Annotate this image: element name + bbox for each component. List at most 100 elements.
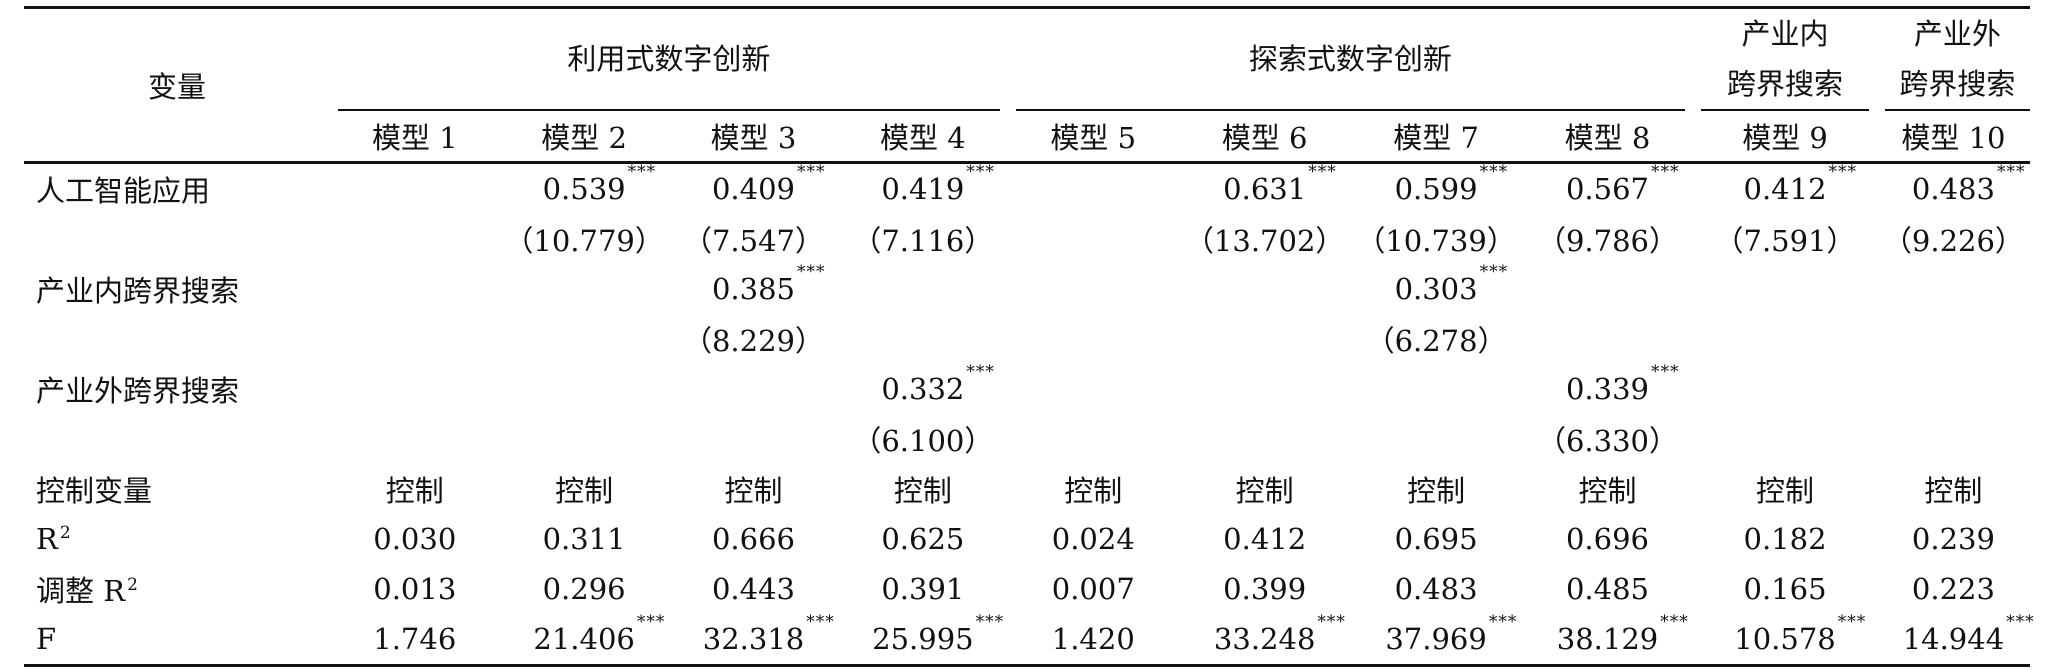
model-header-10: 模型 10 (1876, 111, 2030, 164)
cell-value-text: 控制 (1756, 474, 1815, 508)
cell-model-6: 控制 (1179, 464, 1350, 514)
cell-model-7: 0.599 *** (1350, 162, 1521, 215)
cell-value: 37.969 *** (1385, 612, 1516, 656)
cell-model-9: （7.591） (1693, 214, 1877, 264)
row-label-text: 产业内跨界搜索 (36, 274, 240, 308)
significance-stars: *** (797, 262, 826, 282)
group-header-external-line1: 产业外 (1913, 17, 2001, 51)
cell-value: 控制 (1924, 468, 1982, 510)
cell-model-5: 0.007 (1008, 564, 1179, 614)
cell-value: 0.339 *** (1566, 362, 1679, 406)
cell-value-text: 控制 (385, 474, 444, 508)
cell-value: （8.229） (683, 318, 824, 360)
cell-model-3: 0.385 *** (669, 262, 838, 314)
row-label-text: F (36, 622, 57, 656)
table-row: F 1.746 21.406 *** 32.318 *** 25.995 *** 1.420 33… (24, 612, 2034, 666)
cell-model-3: 控制 (669, 464, 838, 514)
row-label (24, 214, 330, 264)
cell-model-1: 1.746 (330, 614, 499, 666)
cell-value: 0.483 *** (1912, 162, 2025, 206)
significance-stars: *** (975, 612, 1005, 632)
cell-model-8 (1522, 314, 1693, 364)
cell-model-1 (330, 163, 499, 215)
cell-value-text: 0.024 (1051, 522, 1135, 556)
significance-stars: *** (1996, 162, 2026, 182)
cell-model-8 (1522, 264, 1693, 314)
cell-value-text: 32.318 (702, 622, 805, 656)
cell-value: （6.100） (852, 418, 993, 460)
model-header-8: 模型 8 (1521, 111, 1694, 164)
cell-value-text: 控制 (1578, 474, 1637, 508)
cell-model-10: 14.944 *** (1877, 612, 2034, 666)
cell-value-text: 25.995 (872, 622, 974, 656)
cell-model-5 (1008, 314, 1179, 364)
cell-model-1: 控制 (330, 464, 499, 514)
group-header-exploratory: 探索式数字创新 (1007, 6, 1694, 111)
cell-value: 0.666 (712, 522, 795, 556)
table-body: 人工智能应用 0.539 *** 0.409 *** 0.419 *** 0.631 *** 0.… (24, 162, 2034, 666)
cell-model-10: 控制 (1877, 464, 2030, 514)
significance-stars: *** (1837, 612, 1867, 632)
cell-value: 0.443 (712, 572, 795, 606)
cell-value: 控制 (1236, 468, 1294, 510)
cell-value-text: （6.100） (852, 424, 994, 458)
cell-model-1 (330, 414, 499, 464)
cell-value-text: 0.485 (1565, 572, 1649, 606)
cell-model-8: 0.339 *** (1522, 362, 1693, 414)
cell-model-3: （7.547） (669, 214, 838, 264)
cell-model-3 (669, 364, 838, 414)
cell-value-text: 0.385 (711, 272, 795, 306)
significance-stars: *** (636, 612, 666, 632)
group-header-internal-line1: 产业内 (1741, 17, 1829, 51)
cell-value-text: 0.409 (711, 172, 795, 206)
cell-value: （13.702） (1185, 218, 1344, 260)
cell-value: 0.539 *** (543, 162, 656, 206)
cell-model-2 (499, 364, 668, 414)
cell-value: 控制 (1578, 468, 1636, 510)
cell-value-text: （7.547） (682, 224, 824, 258)
cell-model-5: 1.420 (1008, 614, 1179, 666)
cell-value: 0.631 *** (1223, 162, 1336, 206)
model-header-row: 模型 1 模型 2 模型 3 模型 4 模型 5 模型 6 模型 7 模型 8 模型 9 模型 1… (24, 111, 2030, 164)
cell-value: 0.391 (881, 572, 964, 606)
model-header-4: 模型 4 (838, 111, 1008, 164)
cell-model-2: 21.406 *** (499, 612, 668, 666)
cell-value-text: 0.696 (1565, 522, 1649, 556)
cell-value-text: 0.625 (881, 522, 965, 556)
cell-model-6 (1179, 314, 1350, 364)
cell-model-9 (1693, 414, 1877, 464)
cell-value-text: 0.631 (1223, 172, 1307, 206)
cell-value: 控制 (894, 468, 952, 510)
cell-value: （7.591） (1715, 218, 1856, 260)
cell-model-9: 0.165 (1693, 564, 1877, 614)
cell-value-text: （6.330） (1536, 424, 1678, 458)
cell-model-2: （10.779） (499, 214, 668, 264)
cell-value-text: 控制 (893, 474, 952, 508)
cell-value: 0.030 (373, 522, 456, 556)
cell-value: 0.385 *** (711, 262, 825, 306)
cell-value-text: 1.420 (1051, 622, 1135, 656)
row-label-text: 人工智能应用 (36, 174, 211, 208)
cell-model-4: 0.625 (838, 514, 1007, 564)
regression-table: 变量 利用式数字创新 探索式数字创新 产业内 跨界搜索 产业外 跨界搜索 (24, 6, 2034, 667)
cell-model-3: 0.409 *** (669, 162, 838, 215)
model-header-5: 模型 5 (1007, 111, 1179, 164)
cell-value-text: 0.443 (711, 572, 795, 606)
cell-model-6 (1179, 364, 1350, 414)
cell-value-text: 21.406 (533, 622, 635, 656)
cell-value: （6.278） (1366, 318, 1507, 360)
cell-value: 0.409 *** (711, 162, 825, 206)
cell-model-8: 控制 (1522, 464, 1693, 514)
cell-value-text: 37.969 (1385, 622, 1487, 656)
cell-value: 0.239 (1912, 522, 1995, 556)
cell-model-7: 0.695 (1350, 514, 1521, 564)
group-header-internal-line2: 跨界搜索 (1727, 67, 1844, 101)
cell-model-6: 0.412 (1179, 514, 1350, 564)
cell-value: （7.547） (683, 218, 824, 260)
cell-value: 0.311 (543, 522, 626, 556)
cell-model-5 (1008, 364, 1179, 414)
cell-model-10 (1877, 264, 2030, 314)
cell-model-1 (330, 314, 499, 364)
row-label: 人工智能应用 (24, 163, 330, 215)
cell-value: 控制 (1756, 468, 1814, 510)
